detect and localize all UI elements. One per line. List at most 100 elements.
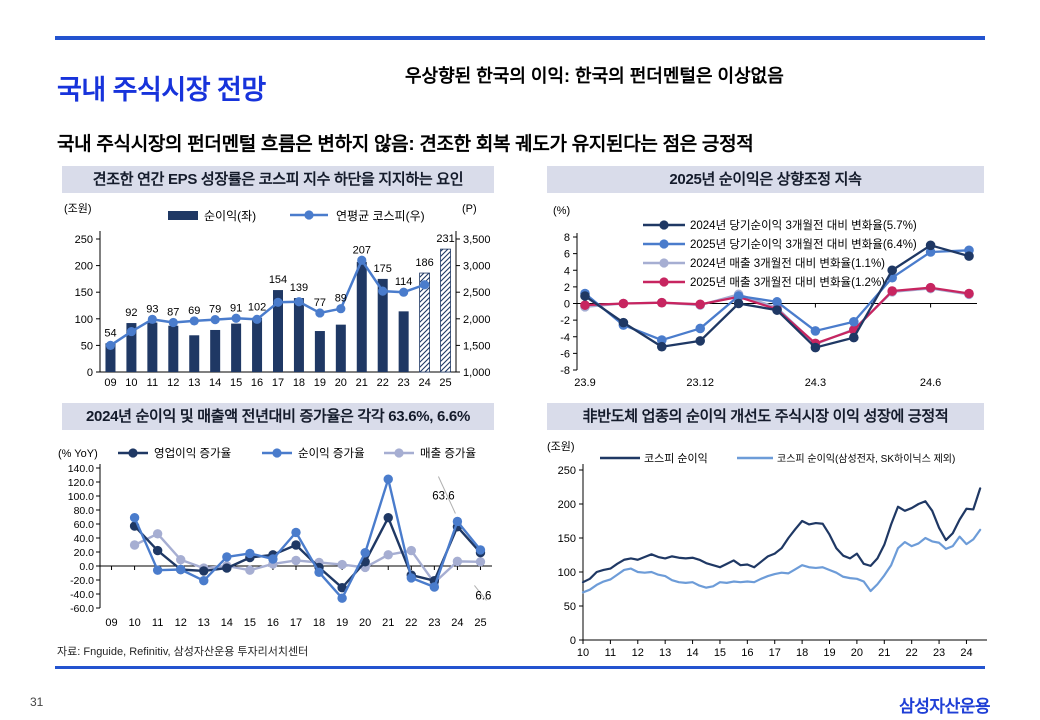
svg-text:92: 92: [125, 307, 137, 319]
svg-text:114: 114: [395, 276, 413, 288]
svg-text:21: 21: [356, 377, 368, 389]
svg-text:0: 0: [570, 635, 576, 647]
svg-text:50: 50: [81, 340, 93, 352]
svg-text:24: 24: [451, 617, 463, 629]
svg-text:22: 22: [377, 377, 389, 389]
svg-text:25: 25: [474, 617, 486, 629]
svg-text:50: 50: [564, 601, 576, 613]
svg-text:15: 15: [230, 377, 242, 389]
svg-text:2: 2: [564, 282, 570, 294]
chart-title-eps-growth: 견조한 연간 EPS 성장률은 코스피 지수 하단을 지지하는 요인: [62, 166, 494, 193]
svg-text:13: 13: [659, 647, 671, 659]
svg-text:139: 139: [290, 282, 308, 294]
svg-text:순이익 증가율: 순이익 증가율: [298, 447, 365, 460]
svg-text:21: 21: [878, 647, 890, 659]
svg-text:코스피 순이익(삼성전자, SK하이닉스 제외): 코스피 순이익(삼성전자, SK하이닉스 제외): [777, 452, 955, 465]
svg-text:09: 09: [105, 617, 117, 629]
svg-text:24: 24: [418, 377, 430, 389]
svg-text:54: 54: [104, 327, 116, 339]
svg-text:1,000: 1,000: [463, 367, 491, 379]
svg-text:23: 23: [933, 647, 945, 659]
svg-text:-4: -4: [560, 332, 570, 344]
page-title: 국내 주식시장 전망: [57, 75, 266, 106]
svg-text:22: 22: [906, 647, 918, 659]
bottom-rule: [55, 666, 985, 669]
svg-text:87: 87: [167, 307, 179, 319]
svg-text:-8: -8: [560, 365, 570, 377]
svg-text:2024년 매출 3개월전 대비 변화율(1.1%): 2024년 매출 3개월전 대비 변화율(1.1%): [690, 257, 885, 270]
page-number: 31: [30, 695, 44, 709]
svg-text:207: 207: [353, 244, 371, 256]
svg-text:250: 250: [75, 234, 93, 246]
svg-text:16: 16: [267, 617, 279, 629]
svg-text:14: 14: [209, 377, 221, 389]
svg-text:10: 10: [577, 647, 589, 659]
svg-text:77: 77: [314, 297, 326, 309]
svg-text:19: 19: [823, 647, 835, 659]
svg-text:0.0: 0.0: [79, 561, 94, 573]
svg-text:100: 100: [75, 314, 93, 326]
section-heading: 국내 주식시장의 펀더멘털 흐름은 변하지 않음: 견조한 회복 궤도가 유지된…: [57, 134, 754, 155]
svg-text:15: 15: [244, 617, 256, 629]
svg-text:140.0: 140.0: [68, 463, 94, 475]
svg-text:(% YoY): (% YoY): [58, 448, 98, 460]
svg-text:(조원): (조원): [547, 440, 575, 453]
svg-text:(%): (%): [553, 205, 570, 217]
svg-text:2,000: 2,000: [463, 314, 491, 326]
svg-text:23: 23: [398, 377, 410, 389]
growth-rate-chart: 140.0 120.0 100.0 80.0 60.0 40.0 20.0 0.0 -20.0 -…: [58, 447, 492, 629]
svg-text:250: 250: [558, 465, 576, 477]
svg-text:2025년 매출 3개월전 대비 변화율(1.2%): 2025년 매출 3개월전 대비 변화율(1.2%): [690, 276, 885, 289]
svg-text:20: 20: [851, 647, 863, 659]
svg-text:154: 154: [269, 274, 287, 286]
svg-text:102: 102: [248, 302, 266, 314]
svg-text:2,500: 2,500: [463, 287, 491, 299]
chart-title-non-semi: 非반도체 업종의 순이익 개선도 주식시장 이익 성장에 긍정적: [547, 403, 984, 430]
svg-text:231: 231: [436, 233, 454, 245]
svg-text:-20.0: -20.0: [70, 575, 94, 587]
svg-text:17: 17: [769, 647, 781, 659]
svg-text:2025년 당기순이익 3개월전 대비 변화율(6.4%): 2025년 당기순이익 3개월전 대비 변화율(6.4%): [690, 238, 917, 251]
svg-text:17: 17: [272, 377, 284, 389]
svg-text:11: 11: [605, 647, 616, 659]
svg-text:4: 4: [564, 265, 570, 277]
svg-text:69: 69: [188, 305, 200, 317]
top-rule: [55, 36, 985, 40]
svg-text:8: 8: [564, 232, 570, 244]
svg-text:175: 175: [374, 263, 392, 275]
svg-text:93: 93: [146, 303, 158, 315]
svg-text:-40.0: -40.0: [70, 589, 94, 601]
svg-text:매출 증가율: 매출 증가율: [420, 447, 476, 460]
svg-text:19: 19: [314, 377, 326, 389]
svg-text:13: 13: [188, 377, 200, 389]
svg-text:91: 91: [230, 302, 242, 314]
page-subtitle: 우상향된 한국의 이익: 한국의 펀더멘털은 이상없음: [405, 66, 784, 86]
svg-text:20: 20: [359, 617, 371, 629]
svg-text:24: 24: [960, 647, 972, 659]
svg-text:18: 18: [796, 647, 808, 659]
svg-text:25: 25: [439, 377, 451, 389]
svg-text:3,500: 3,500: [463, 234, 491, 246]
svg-text:186: 186: [415, 257, 433, 269]
chart-title-yoy-growth: 2024년 순이익 및 매출액 전년대비 증가율은 각각 63.6%, 6.6%: [62, 403, 494, 430]
svg-text:20: 20: [335, 377, 347, 389]
svg-text:-2: -2: [560, 315, 570, 327]
earnings-revision-chart: 8 6 4 2 0 -2 -4 -6 -8 23.9 23.12 24.3 24.6 (%) 2024년 당…: [553, 205, 977, 389]
svg-text:-6: -6: [560, 348, 570, 360]
svg-text:21: 21: [382, 617, 394, 629]
chart-title-earnings-revision: 2025년 순이익은 상향조정 지속: [547, 166, 984, 193]
svg-text:20.0: 20.0: [74, 547, 95, 559]
svg-text:11: 11: [152, 617, 163, 629]
svg-text:120.0: 120.0: [68, 477, 94, 489]
svg-text:18: 18: [293, 377, 305, 389]
svg-text:09: 09: [104, 377, 116, 389]
source-note: 자료: Fnguide, Refinitiv, 삼성자산운용 투자리서치센터: [57, 646, 309, 658]
svg-text:17: 17: [290, 617, 302, 629]
svg-text:6: 6: [564, 249, 570, 261]
svg-text:23.12: 23.12: [686, 377, 714, 389]
svg-text:14: 14: [686, 647, 698, 659]
svg-text:15: 15: [714, 647, 726, 659]
svg-text:12: 12: [175, 617, 187, 629]
svg-text:16: 16: [251, 377, 263, 389]
svg-text:12: 12: [167, 377, 179, 389]
